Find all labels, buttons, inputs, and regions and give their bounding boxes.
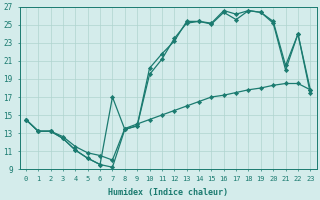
X-axis label: Humidex (Indice chaleur): Humidex (Indice chaleur) xyxy=(108,188,228,197)
